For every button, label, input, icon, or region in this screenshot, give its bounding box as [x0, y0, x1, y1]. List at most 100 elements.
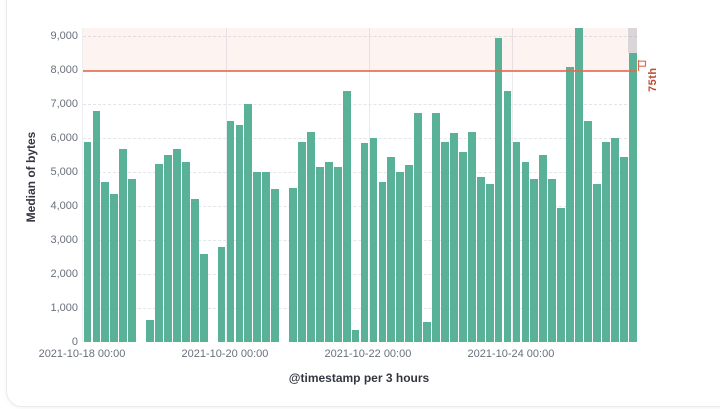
- bar[interactable]: [315, 167, 324, 342]
- bar-slot: [387, 28, 396, 342]
- bar-slot: [92, 28, 101, 342]
- bar[interactable]: [181, 162, 190, 342]
- gridline: [83, 240, 637, 242]
- bar-slot: [512, 28, 521, 342]
- threshold-flag-icon: [637, 59, 647, 77]
- bar-slot: [458, 28, 467, 342]
- y-tick-label: 5,000: [50, 166, 78, 179]
- bar-slot: [610, 28, 619, 342]
- bar[interactable]: [467, 131, 476, 342]
- bar[interactable]: [92, 111, 101, 342]
- bar-slot: [494, 28, 503, 342]
- bar-slot: [306, 28, 315, 342]
- bar[interactable]: [83, 141, 92, 342]
- bar-slot: [601, 28, 610, 342]
- bar-slot: [432, 28, 441, 342]
- bar[interactable]: [512, 141, 521, 342]
- bar-slot: [217, 28, 226, 342]
- bar[interactable]: [557, 207, 566, 342]
- bar[interactable]: [441, 141, 449, 342]
- bar[interactable]: [235, 124, 244, 342]
- bar[interactable]: [378, 182, 387, 342]
- bar-slot: [530, 28, 539, 342]
- bar[interactable]: [396, 172, 405, 342]
- bar[interactable]: [351, 330, 360, 342]
- bar[interactable]: [593, 184, 601, 342]
- bar[interactable]: [628, 53, 637, 342]
- bar[interactable]: [164, 155, 172, 342]
- bar-slot: [199, 28, 208, 342]
- bar[interactable]: [539, 155, 548, 342]
- bar[interactable]: [584, 121, 592, 342]
- bar-slot: [208, 28, 217, 342]
- bar[interactable]: [369, 138, 378, 342]
- bar-slot: [584, 28, 593, 342]
- bar[interactable]: [146, 319, 154, 342]
- partial-bucket-endzone: [628, 28, 637, 54]
- bar[interactable]: [190, 199, 199, 342]
- bar[interactable]: [324, 162, 333, 342]
- bar-slot: [262, 28, 271, 342]
- bar-slot: [342, 28, 351, 342]
- bar[interactable]: [450, 133, 458, 342]
- bar[interactable]: [226, 121, 235, 342]
- bar-slot: [360, 28, 369, 342]
- bar-slot: [146, 28, 155, 342]
- bar-slot: [226, 28, 235, 342]
- bar-slot: [298, 28, 307, 342]
- gridline: [83, 36, 637, 38]
- bar[interactable]: [548, 179, 557, 342]
- bar[interactable]: [342, 90, 351, 342]
- bar[interactable]: [101, 182, 110, 342]
- bar-slot: [351, 28, 360, 342]
- bar[interactable]: [271, 189, 280, 342]
- bar[interactable]: [360, 143, 369, 342]
- bar[interactable]: [333, 167, 342, 342]
- bar[interactable]: [423, 321, 431, 342]
- bar[interactable]: [619, 157, 628, 342]
- bar[interactable]: [414, 112, 423, 342]
- bar-slot: [280, 28, 289, 342]
- bar[interactable]: [387, 157, 396, 342]
- bar[interactable]: [110, 194, 119, 342]
- bar[interactable]: [432, 112, 440, 342]
- gridline: [368, 28, 370, 342]
- bar-slot: [181, 28, 190, 342]
- bar[interactable]: [405, 165, 414, 342]
- bar[interactable]: [119, 148, 128, 342]
- bar[interactable]: [298, 141, 306, 342]
- bar[interactable]: [155, 163, 163, 342]
- bar-slot: [628, 28, 637, 342]
- bar[interactable]: [575, 28, 583, 342]
- bar[interactable]: [253, 172, 262, 342]
- bar[interactable]: [503, 90, 512, 342]
- bar[interactable]: [289, 187, 297, 342]
- bar[interactable]: [199, 253, 208, 342]
- bar-slot: [128, 28, 137, 342]
- x-tick-label: 2021-10-24 00:00: [467, 348, 555, 360]
- bar[interactable]: [566, 67, 574, 342]
- bar-slot: [155, 28, 164, 342]
- gridline: [83, 104, 637, 106]
- bar[interactable]: [307, 131, 315, 342]
- bar[interactable]: [494, 38, 503, 342]
- bar[interactable]: [476, 177, 485, 342]
- bar[interactable]: [530, 179, 539, 342]
- bar[interactable]: [128, 179, 137, 342]
- bar[interactable]: [485, 184, 494, 342]
- bar[interactable]: [172, 148, 181, 342]
- bar[interactable]: [458, 151, 467, 342]
- bar[interactable]: [244, 104, 253, 342]
- bar[interactable]: [262, 172, 271, 342]
- bar-slot: [333, 28, 342, 342]
- bar-slot: [441, 28, 450, 342]
- bar[interactable]: [521, 162, 530, 342]
- gridline: [225, 28, 227, 342]
- y-tick-label: 2,000: [50, 268, 78, 281]
- bar[interactable]: [601, 141, 610, 342]
- bar[interactable]: [610, 138, 619, 342]
- x-tick-label: 2021-10-20 00:00: [181, 348, 269, 360]
- gridline: [83, 172, 637, 174]
- bar[interactable]: [217, 246, 226, 342]
